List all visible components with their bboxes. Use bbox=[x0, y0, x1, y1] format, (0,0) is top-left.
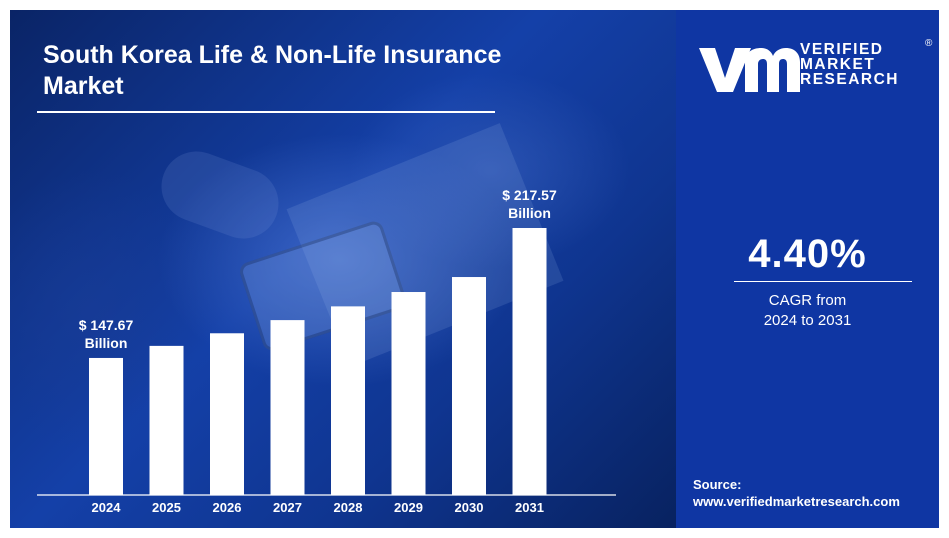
data-label-2031-value: $ 217.57 bbox=[502, 187, 557, 203]
cagr-label-line1: CAGR from bbox=[768, 292, 847, 309]
bar-2029 bbox=[391, 292, 426, 495]
source-url[interactable]: www.verifiedmarketresearch.com bbox=[693, 494, 900, 509]
data-label-2031-unit: Billion bbox=[508, 205, 551, 221]
cagr-label: CAGR from 2024 to 2031 bbox=[676, 291, 939, 331]
x-tick-label-2030: 2030 bbox=[455, 500, 484, 515]
bar-2028 bbox=[331, 306, 365, 495]
vmr-logo-icon bbox=[699, 48, 800, 92]
bar-chart: 2024 2025 2026 2027 2028 2029 2030 2031 $ 147.67… bbox=[37, 187, 616, 515]
brand-line-verified: VERIFIED bbox=[800, 41, 884, 58]
cagr-label-line2: 2024 to 2031 bbox=[763, 312, 852, 329]
bar-2026 bbox=[210, 333, 244, 495]
x-tick-label-2025: 2025 bbox=[152, 500, 181, 515]
registered-mark: ® bbox=[925, 38, 933, 49]
infographic-frame: South Korea Life & Non-Life Insurance Ma… bbox=[10, 10, 939, 528]
brand-line-research: RESEARCH bbox=[800, 71, 899, 88]
bar-2030 bbox=[452, 277, 486, 495]
bar-2027 bbox=[270, 320, 305, 495]
data-label-2024-value: $ 147.67 bbox=[79, 317, 134, 333]
summary-panel: VERIFIED MARKET RESEARCH ® 4.40% CAGR fr… bbox=[676, 10, 939, 528]
title-underline bbox=[37, 111, 495, 113]
source-label: Source: bbox=[693, 477, 742, 492]
x-tick-label-2028: 2028 bbox=[334, 500, 363, 515]
x-tick-label-2029: 2029 bbox=[394, 500, 423, 515]
bar-2024 bbox=[89, 357, 123, 495]
chart-title: South Korea Life & Non-Life Insurance Ma… bbox=[43, 41, 502, 100]
x-tick-label-2026: 2026 bbox=[213, 500, 242, 515]
bar-2031 bbox=[512, 228, 547, 495]
brand-name: VERIFIED MARKET RESEARCH bbox=[800, 41, 899, 88]
x-tick-label-2024: 2024 bbox=[92, 500, 122, 515]
chart-panel: South Korea Life & Non-Life Insurance Ma… bbox=[10, 10, 676, 528]
brand-line-market: MARKET bbox=[800, 56, 876, 73]
cagr-value: 4.40% bbox=[748, 232, 867, 276]
x-tick-label-2031: 2031 bbox=[515, 500, 544, 515]
x-tick-label-2027: 2027 bbox=[273, 500, 302, 515]
bar-2025 bbox=[149, 345, 184, 495]
data-label-2024-unit: Billion bbox=[85, 335, 128, 351]
cagr-divider bbox=[734, 281, 912, 282]
